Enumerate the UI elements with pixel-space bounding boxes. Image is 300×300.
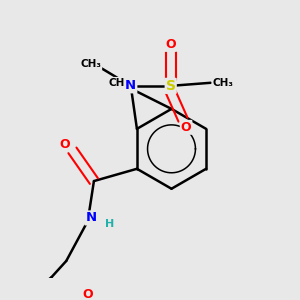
Text: S: S bbox=[166, 79, 176, 93]
Text: N: N bbox=[85, 212, 96, 224]
Text: O: O bbox=[82, 288, 93, 300]
Text: O: O bbox=[59, 138, 70, 151]
Text: O: O bbox=[181, 121, 191, 134]
Text: O: O bbox=[165, 38, 176, 51]
Text: CH₃: CH₃ bbox=[80, 59, 101, 69]
Text: N: N bbox=[125, 80, 136, 92]
Text: H: H bbox=[105, 219, 114, 229]
Text: CH₃: CH₃ bbox=[109, 78, 130, 88]
Text: CH₃: CH₃ bbox=[212, 78, 233, 88]
